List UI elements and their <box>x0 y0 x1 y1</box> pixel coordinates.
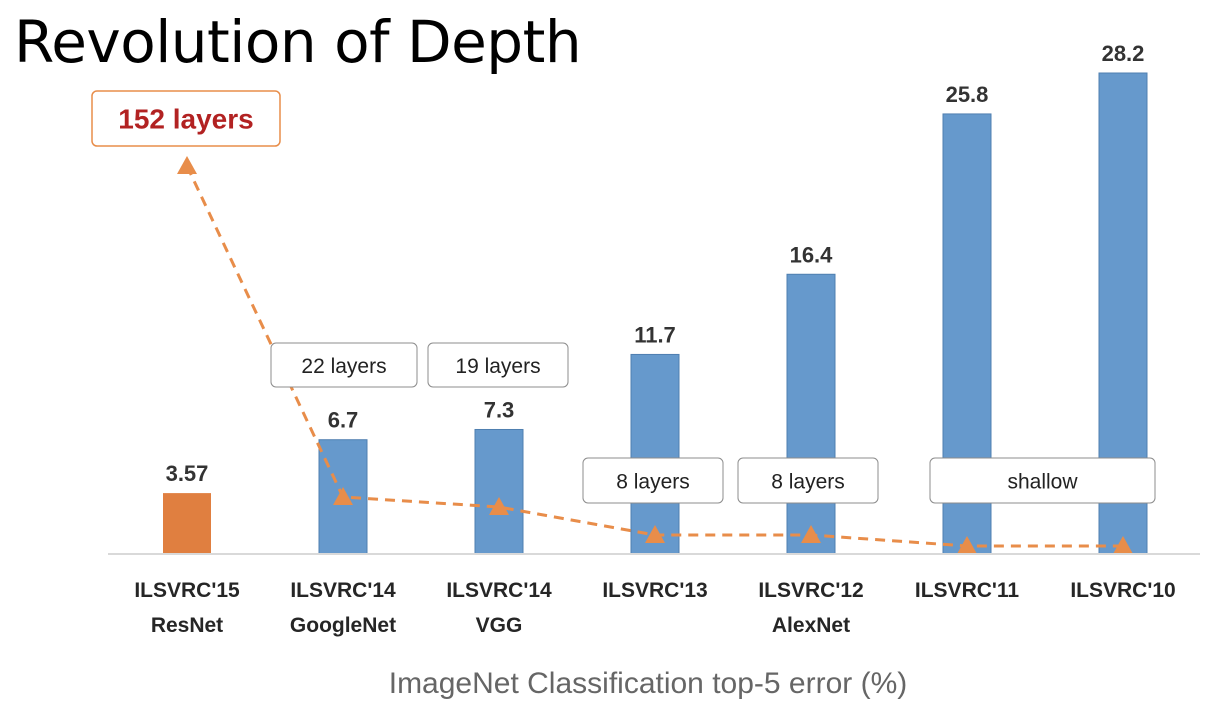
layer-label: shallow <box>1007 471 1078 494</box>
layers-line-marker <box>957 536 977 554</box>
layers-line-layer <box>177 156 1133 554</box>
layer-label-box <box>582 457 724 504</box>
layer-label: 8 layers <box>771 471 845 494</box>
layer-label-layer: 152 layers 22 layers 19 layers 8 layers 8 la… <box>91 90 1156 504</box>
bar <box>474 428 524 555</box>
category-label: ILSVRC'12 <box>758 579 863 602</box>
bar-value-label: 28.2 <box>1102 41 1145 66</box>
layer-label-box <box>270 342 418 388</box>
layers-line-marker <box>333 487 353 505</box>
layer-label: 22 layers <box>301 355 386 378</box>
layers-line-marker <box>1113 536 1133 554</box>
layers-line-marker <box>645 525 665 543</box>
category-label: ILSVRC'10 <box>1070 579 1175 602</box>
category-label: ResNet <box>151 614 223 637</box>
category-label-layer: 3.57 ILSVRC'15 ResNet 6.7 ILSVRC'14 GoogleNet… <box>134 41 1175 637</box>
category-label: ILSVRC'15 <box>134 579 240 602</box>
bar-value-label: 16.4 <box>790 242 834 267</box>
category-label: ILSVRC'14 <box>446 579 552 602</box>
x-axis-title: ImageNet Classification top-5 error (%) <box>389 667 908 700</box>
layer-label-box <box>929 457 1156 504</box>
bar-value-label: 25.8 <box>946 82 989 107</box>
layer-label-box <box>91 90 281 147</box>
chart-title: Revolution of Depth <box>14 8 582 76</box>
layers-line-marker <box>489 497 509 515</box>
bar <box>163 493 211 554</box>
layer-label: 8 layers <box>616 471 690 494</box>
bar-value-label: 6.7 <box>328 408 359 433</box>
bar-value-label: 11.7 <box>634 322 676 347</box>
category-label: ILSVRC'11 <box>915 579 1020 602</box>
layers-line-marker <box>801 525 821 543</box>
category-label: VGG <box>476 614 523 637</box>
bar <box>630 353 680 555</box>
layer-label-box <box>737 457 879 504</box>
bar-value-label: 7.3 <box>484 397 515 422</box>
layers-line-marker <box>177 156 197 174</box>
bar-value-label: 3.57 <box>166 461 209 486</box>
layer-label: 19 layers <box>455 355 540 378</box>
layer-label: 152 layers <box>118 104 253 135</box>
category-label: ILSVRC'14 <box>290 579 396 602</box>
layer-label-box <box>427 342 569 388</box>
category-label: ILSVRC'13 <box>602 579 707 602</box>
category-label: GoogleNet <box>290 614 396 637</box>
category-label: AlexNet <box>772 614 850 637</box>
bar <box>786 273 836 555</box>
